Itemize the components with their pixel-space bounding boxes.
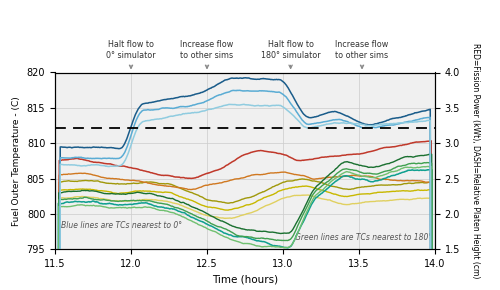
X-axis label: Time (hours): Time (hours) (212, 275, 278, 285)
Text: Halt flow to
180° simulator: Halt flow to 180° simulator (261, 40, 320, 68)
Y-axis label: Fuel Outer Temperature - (C): Fuel Outer Temperature - (C) (12, 96, 21, 226)
Text: Green lines are TCs nearest to 180°: Green lines are TCs nearest to 180° (295, 233, 432, 242)
Text: Halt flow to
0° simulator: Halt flow to 0° simulator (106, 40, 156, 68)
Text: Increase flow
to other sims: Increase flow to other sims (180, 40, 234, 68)
Text: Blue lines are TCs nearest to 0°: Blue lines are TCs nearest to 0° (61, 221, 182, 230)
Text: Increase flow
to other sims: Increase flow to other sims (336, 40, 388, 68)
Y-axis label: RED=Fission Power (kWt), DASH=Relative Platen Height (cm): RED=Fission Power (kWt), DASH=Relative P… (472, 43, 480, 279)
